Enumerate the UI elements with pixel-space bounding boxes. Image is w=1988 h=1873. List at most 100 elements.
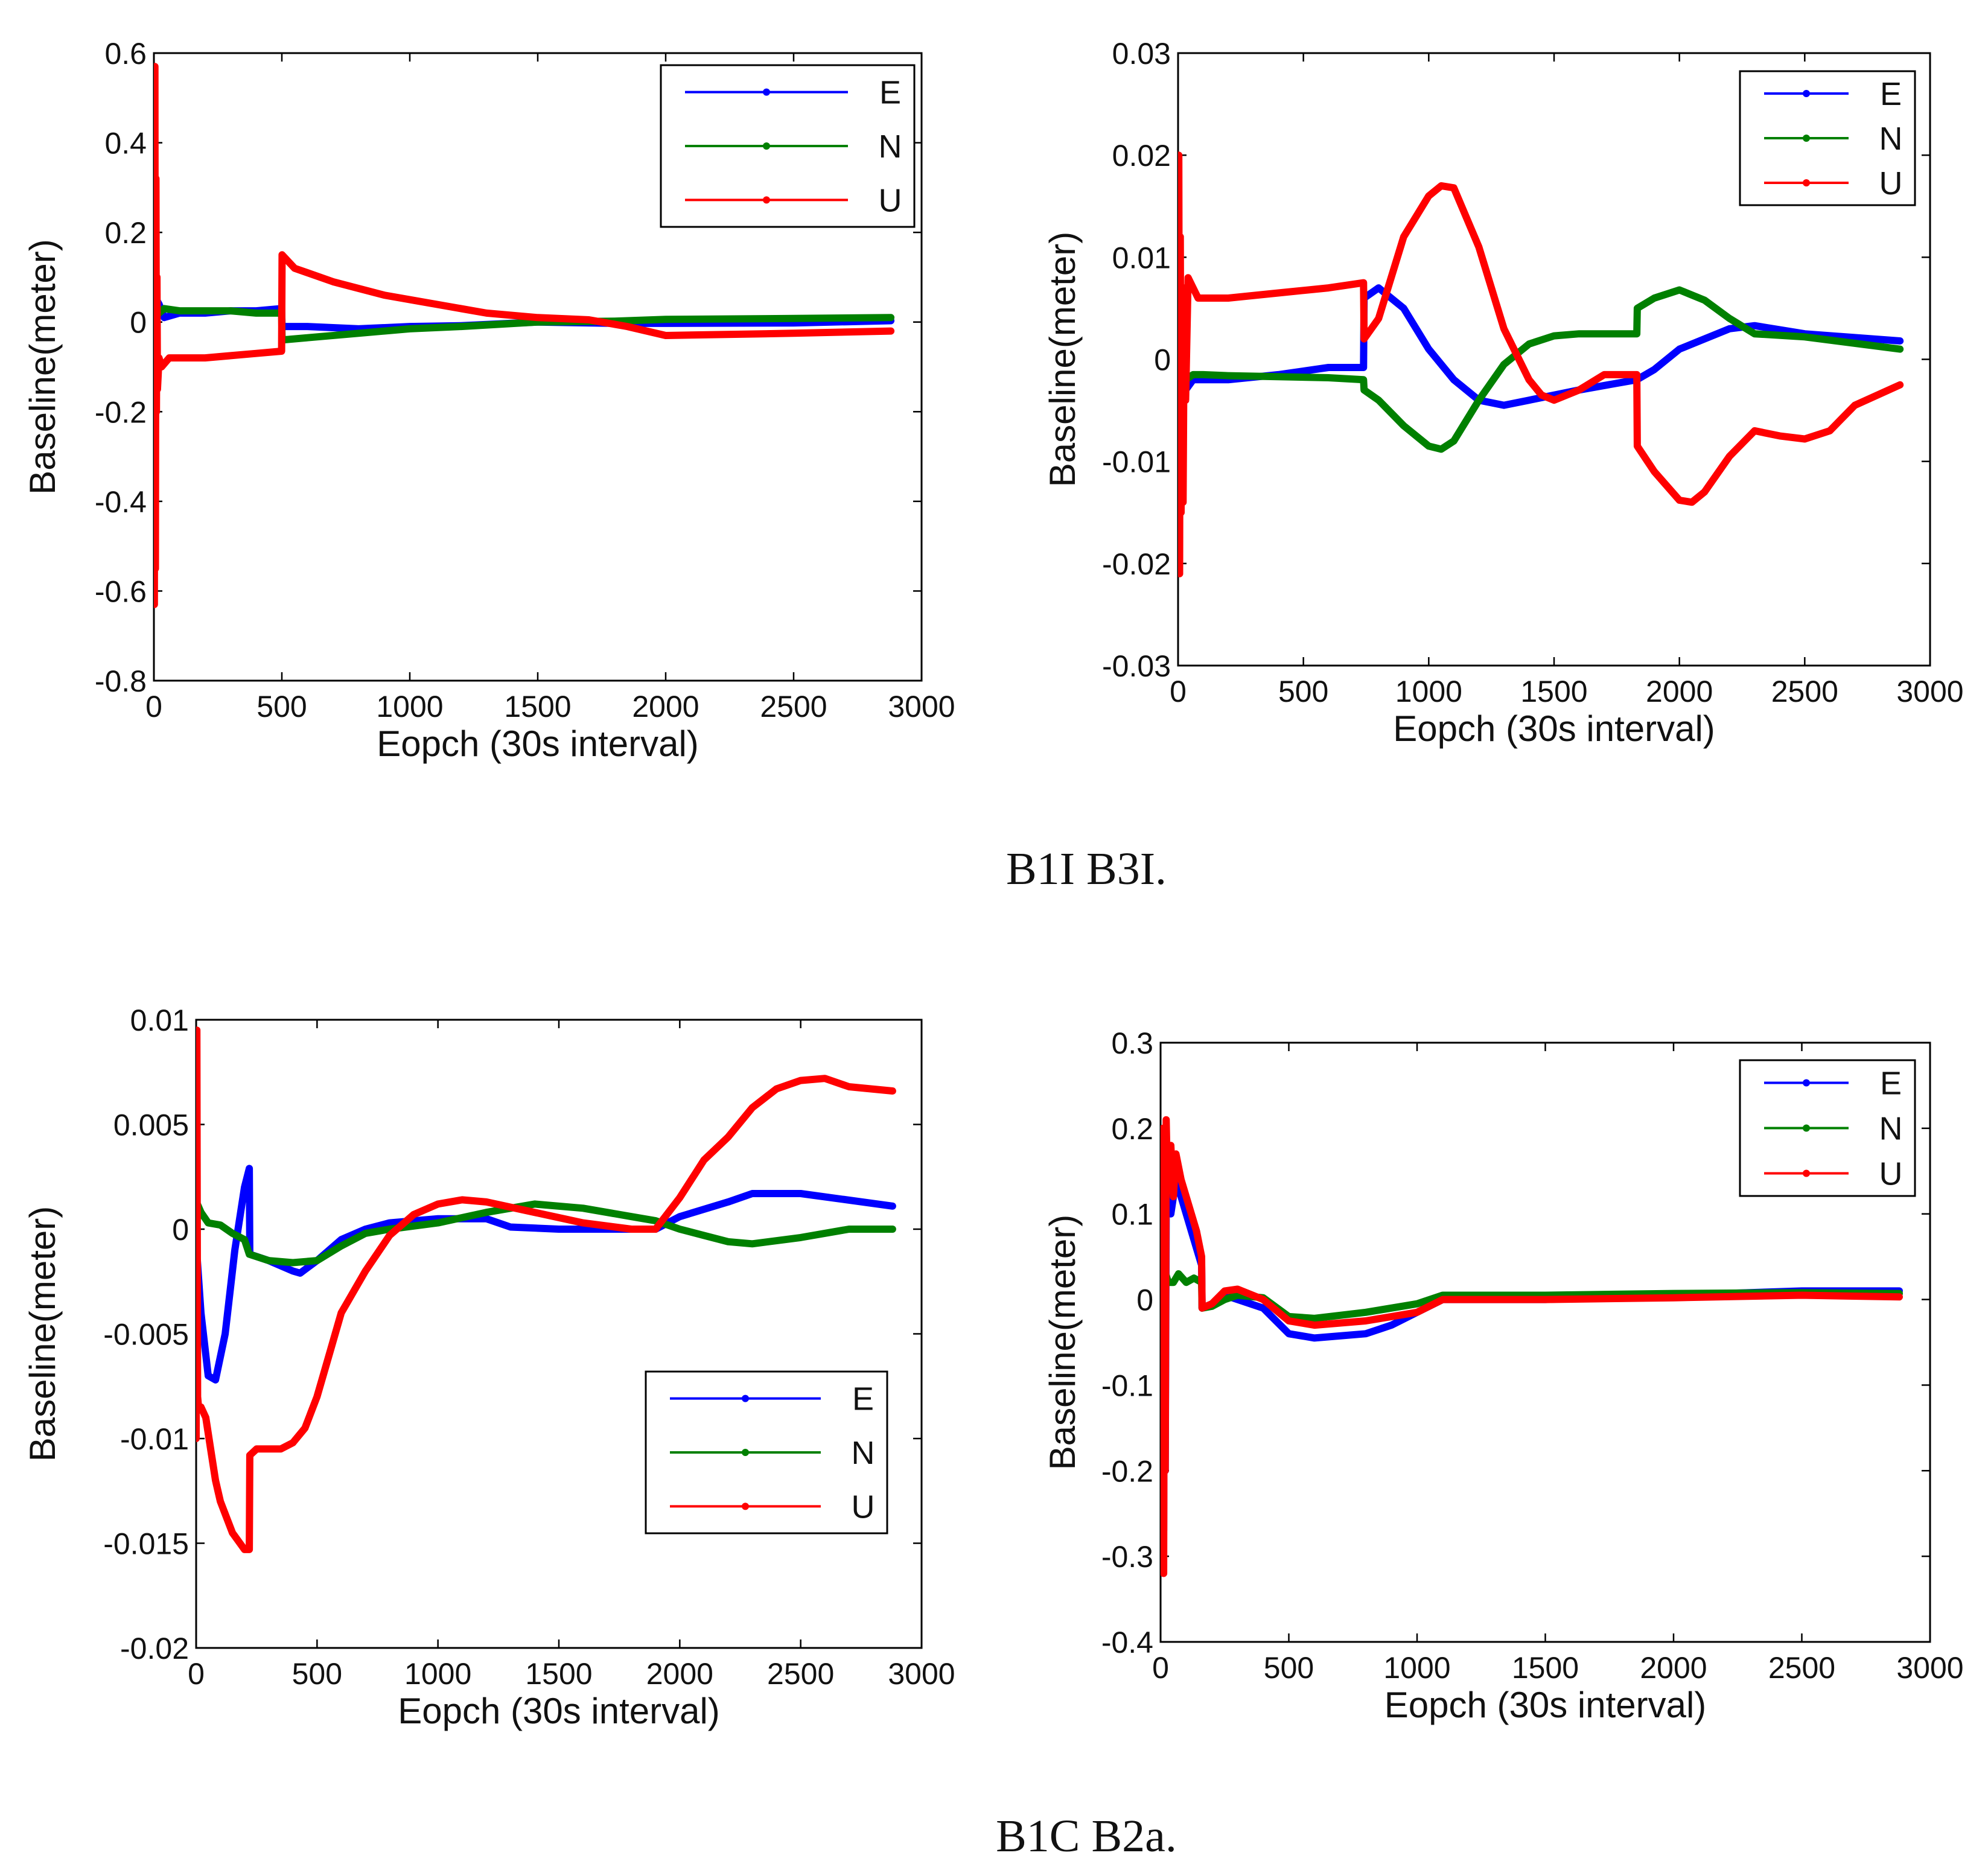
series-line-u	[1161, 1116, 1903, 1577]
y-tick-label: -0.01	[1102, 445, 1171, 479]
legend-label-e: E	[879, 75, 901, 111]
x-tick-label: 3000	[888, 1657, 955, 1691]
x-tick-label: 0	[145, 690, 162, 723]
x-tick-label: 1500	[1512, 1651, 1579, 1685]
x-axis-label: Eopch (30s interval)	[1384, 1685, 1707, 1725]
series-line-e	[1178, 284, 1904, 486]
legend-label-u: U	[879, 182, 902, 218]
chart-b2a-right: 0 500 1000 1500 2000 2500 3000 -0.4 -0.3 -0.2 -0.1…	[1042, 1026, 1964, 1725]
y-axis-label: Baseline(meter)	[22, 239, 63, 495]
legend: ENU	[645, 1370, 888, 1534]
y-tick-label: -0.2	[95, 395, 147, 429]
legend: ENU	[1739, 70, 1916, 206]
x-tick-label: 2000	[1646, 675, 1713, 708]
x-tick-label: 2000	[632, 690, 699, 723]
y-tick-label: -0.02	[1102, 547, 1171, 581]
legend-label-e: E	[1880, 1066, 1902, 1102]
y-tick-label: -0.4	[95, 485, 147, 519]
legend: ENU	[1739, 1059, 1916, 1197]
legend-label-e: E	[852, 1381, 874, 1417]
series-group	[1178, 151, 1904, 577]
y-tick-label: -0.03	[1102, 649, 1171, 683]
x-tick-label: 500	[1264, 1651, 1314, 1685]
y-tick-label: 0.6	[104, 37, 147, 71]
series-line-u	[1178, 151, 1904, 577]
y-tick-label: 0.3	[1111, 1026, 1153, 1060]
legend-label-n: N	[879, 129, 902, 165]
x-tick-label: 1000	[404, 1657, 471, 1691]
x-tick-label: 1000	[376, 690, 443, 723]
y-tick-label: 0.03	[1112, 37, 1171, 71]
legend: ENU	[660, 64, 916, 228]
y-tick-label: 0	[1136, 1283, 1153, 1317]
series-line-e	[196, 1165, 896, 1384]
y-tick-label: 0.2	[1111, 1112, 1153, 1146]
x-tick-label: 3000	[888, 690, 955, 723]
legend-label-n: N	[1879, 121, 1903, 157]
y-tick-label: 0.2	[104, 216, 147, 250]
series-line-n	[154, 305, 895, 438]
legend-label-u: U	[1879, 165, 1903, 202]
y-tick-label: 0.01	[1112, 241, 1171, 275]
series-group	[154, 63, 895, 608]
legend-marker	[763, 196, 770, 204]
series-line-n	[196, 1200, 896, 1317]
legend-marker	[1803, 135, 1810, 142]
y-tick-label: -0.6	[95, 574, 147, 608]
series-line-e	[1161, 1150, 1903, 1534]
x-axis-label: Eopch (30s interval)	[377, 723, 699, 764]
x-tick-label: 3000	[1896, 675, 1963, 708]
series-line-u	[154, 63, 895, 608]
y-tick-label: 0.1	[1111, 1198, 1153, 1232]
x-tick-label: 500	[1278, 675, 1328, 708]
legend-label-n: N	[852, 1435, 875, 1471]
legend-marker	[1803, 1079, 1810, 1087]
legend-marker	[742, 1394, 749, 1402]
y-tick-label: -0.3	[1101, 1540, 1153, 1574]
chart-b3i-right: 0 500 1000 1500 2000 2500 3000 -0.03 -0.02 -0.01 0…	[1042, 37, 1964, 749]
y-tick-label: 0	[130, 306, 147, 340]
caption-top: B1I B3I.	[1006, 844, 1167, 894]
legend-label-n: N	[1879, 1111, 1903, 1147]
x-tick-label: 3000	[1896, 1651, 1963, 1685]
x-tick-label: 2500	[1768, 1651, 1835, 1685]
legend-marker	[1803, 1124, 1810, 1132]
legend-label-u: U	[1879, 1156, 1903, 1192]
y-axis-label: Baseline(meter)	[22, 1206, 63, 1462]
y-tick-label: -0.015	[103, 1527, 189, 1561]
x-axis-label: Eopch (30s interval)	[1393, 708, 1715, 749]
y-tick-label: -0.1	[1101, 1369, 1153, 1402]
x-axis-label: Eopch (30s interval)	[398, 1691, 720, 1731]
legend-marker	[763, 142, 770, 150]
series-group	[1161, 1116, 1903, 1577]
x-tick-label: 0	[188, 1657, 205, 1691]
x-tick-label: 1000	[1383, 1651, 1450, 1685]
chart-b1c-left: 0 500 1000 1500 2000 2500 3000 -0.02 -0.015 -0.01…	[22, 1003, 955, 1731]
legend-marker	[763, 88, 770, 96]
x-tick-label: 2000	[646, 1657, 713, 1691]
legend-label-u: U	[852, 1489, 875, 1525]
y-axis-label: Baseline(meter)	[1042, 232, 1083, 488]
y-tick-label: 0	[1154, 343, 1171, 377]
x-tick-label: 0	[1170, 675, 1187, 708]
series-line-n	[1178, 284, 1904, 453]
x-tick-label: 500	[292, 1657, 342, 1691]
x-tick-label: 2500	[760, 690, 827, 723]
chart-b1i-left: 0 500 1000 1500 2000 2500 3000 -0.8 -0.6 -0.4 -0.2…	[22, 37, 955, 764]
x-tick-label: 1500	[1520, 675, 1587, 708]
y-tick-label: -0.01	[120, 1422, 189, 1456]
y-tick-label: 0.4	[104, 127, 147, 161]
legend-marker	[742, 1449, 749, 1456]
y-tick-label: -0.2	[1101, 1454, 1153, 1488]
y-axis-label: Baseline(meter)	[1042, 1215, 1083, 1471]
caption-bottom: B1C B2a.	[996, 1811, 1177, 1862]
y-tick-label: 0.02	[1112, 139, 1171, 173]
legend-label-e: E	[1880, 76, 1902, 112]
y-tick-label: -0.4	[1101, 1626, 1153, 1659]
y-tick-label: 0.005	[113, 1108, 189, 1142]
y-tick-label: 0.01	[130, 1003, 189, 1037]
series-line-u	[196, 1026, 896, 1553]
x-tick-label: 0	[1152, 1651, 1169, 1685]
y-tick-label: -0.8	[95, 664, 147, 698]
